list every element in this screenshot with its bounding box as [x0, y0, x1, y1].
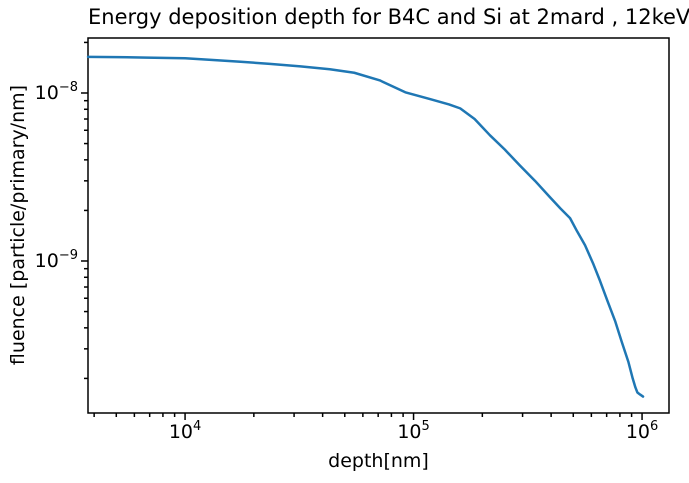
x-tick-labels: 104 105 106	[169, 419, 658, 443]
x-tick-label: 106	[626, 419, 658, 443]
fluence-curve	[86, 55, 645, 398]
y-tick-labels: 10−8 10−9	[35, 80, 78, 272]
x-axis-ticks	[93, 413, 643, 420]
x-axis-label: depth[nm]	[328, 450, 429, 472]
x-tick-label: 104	[169, 419, 201, 443]
chart-title: Energy deposition depth for B4C and Si a…	[88, 5, 689, 29]
x-tick-label: 105	[397, 419, 429, 443]
y-tick-label: 10−9	[35, 248, 78, 272]
spines	[87, 37, 670, 414]
y-axis-ticks	[81, 41, 88, 380]
y-tick-label: 10−8	[35, 80, 78, 104]
